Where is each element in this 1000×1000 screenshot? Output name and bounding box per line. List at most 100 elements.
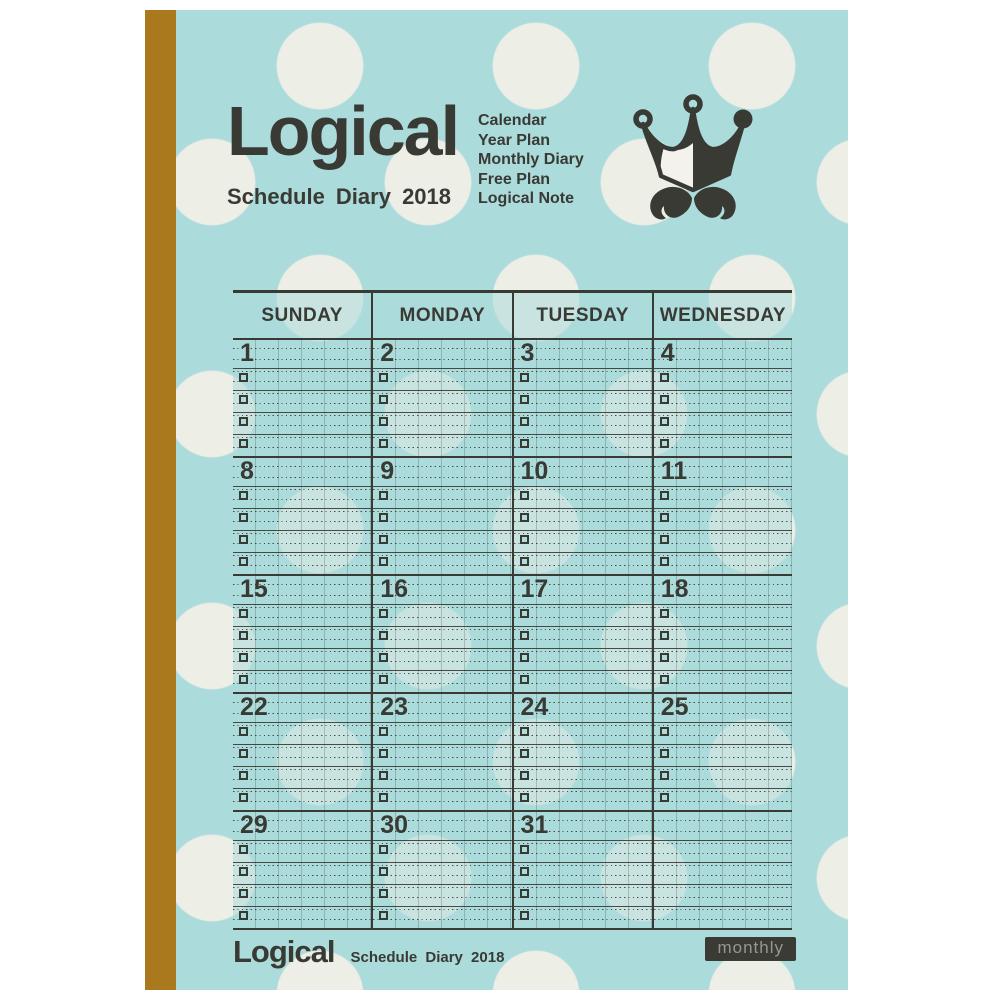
entry-row (373, 788, 512, 810)
cover-title-block: Logical Schedule Diary 2018 (227, 96, 460, 210)
date-number: 30 (380, 811, 409, 839)
entry-row (513, 670, 652, 692)
monthly-badge: monthly (705, 937, 796, 961)
date-number: 25 (660, 693, 689, 721)
day-header-tuesday: TUESDAY (511, 293, 652, 338)
entry-row (233, 670, 372, 692)
date-row: 30 (373, 811, 512, 840)
entry-row (513, 906, 652, 928)
entry-row (233, 744, 372, 766)
date-number: 3 (520, 339, 535, 367)
entry-row (653, 840, 792, 862)
checkbox-icon (379, 911, 389, 920)
date-number: 9 (380, 457, 395, 485)
date-number: 11 (660, 457, 688, 485)
checkbox-icon (659, 491, 669, 500)
checkbox-icon (379, 867, 389, 876)
checkbox-icon (379, 631, 389, 640)
date-row: 1 (233, 339, 372, 368)
checkbox-icon (519, 439, 529, 448)
checkbox-icon (379, 793, 389, 802)
entry-row (373, 486, 512, 508)
entry-row (513, 368, 652, 390)
date-row: 10 (513, 457, 652, 486)
checkbox-icon (659, 395, 669, 404)
checkbox-icon (379, 557, 389, 566)
entry-row (373, 530, 512, 552)
day-header-wednesday: WEDNESDAY (651, 293, 792, 338)
date-row: 15 (233, 575, 372, 604)
entry-row (233, 604, 372, 626)
diary-spine (145, 10, 176, 990)
checkbox-icon (519, 535, 529, 544)
crown-icon (633, 94, 753, 193)
entry-row (233, 788, 372, 810)
checkbox-icon (659, 727, 669, 736)
entry-row (233, 508, 372, 530)
checkbox-icon (519, 793, 529, 802)
date-cell-9: 9 (371, 457, 512, 574)
checkbox-icon (659, 417, 669, 426)
date-cell-16: 16 (371, 575, 512, 692)
date-number: 16 (380, 575, 409, 603)
day-header-monday: MONDAY (371, 293, 511, 338)
entry-row (653, 368, 792, 390)
entry-row (373, 906, 512, 928)
checkbox-icon (379, 417, 389, 426)
checkbox-icon (519, 749, 529, 758)
entry-row (233, 840, 372, 862)
date-cell-29: 29 (233, 811, 372, 928)
entry-row (653, 604, 792, 626)
checkbox-icon (239, 395, 248, 404)
checkbox-icon (379, 845, 389, 854)
entry-row (513, 840, 652, 862)
checkbox-icon (239, 675, 248, 684)
entry-row (653, 862, 792, 884)
date-cell-17: 17 (511, 575, 652, 692)
entry-row (653, 412, 792, 434)
entry-row (233, 390, 372, 412)
checkbox-icon (379, 513, 389, 522)
checkbox-icon (239, 513, 248, 522)
entry-row (233, 530, 372, 552)
checkbox-icon (519, 845, 529, 854)
date-cell-3: 3 (511, 339, 652, 456)
checkbox-icon (519, 911, 529, 920)
entry-row (653, 788, 792, 810)
entry-row (653, 744, 792, 766)
checkbox-icon (519, 395, 529, 404)
entry-row (233, 486, 372, 508)
checkbox-icon (519, 513, 529, 522)
checkbox-icon (239, 867, 248, 876)
date-number: 29 (240, 811, 268, 839)
week-row: 29 30 31 (233, 811, 792, 930)
date-cell-31: 31 (511, 811, 652, 928)
entry-row (653, 766, 792, 788)
checkbox-icon (239, 793, 248, 802)
date-number: 2 (380, 339, 395, 367)
feature-list: Calendar Year Plan Monthly Diary Free Plan L… (478, 111, 584, 209)
week-row: 1 2 3 4 (233, 339, 792, 458)
entry-row (373, 766, 512, 788)
entry-row (233, 412, 372, 434)
entry-row (373, 552, 512, 574)
checkbox-icon (239, 557, 248, 566)
entry-row (373, 508, 512, 530)
entry-row (233, 722, 372, 744)
checkbox-icon (519, 631, 529, 640)
entry-row (513, 648, 652, 670)
date-number: 18 (660, 575, 689, 603)
entry-row (513, 722, 652, 744)
entry-row (653, 486, 792, 508)
entry-row (653, 884, 792, 906)
entry-row (653, 508, 792, 530)
week-row: 22 23 24 25 (233, 693, 792, 812)
entry-row (513, 766, 652, 788)
entry-row (373, 840, 512, 862)
entry-row (513, 552, 652, 574)
checkbox-icon (659, 675, 669, 684)
date-row: 16 (373, 575, 512, 604)
date-number: 15 (240, 575, 268, 603)
date-row: 3 (513, 339, 652, 368)
